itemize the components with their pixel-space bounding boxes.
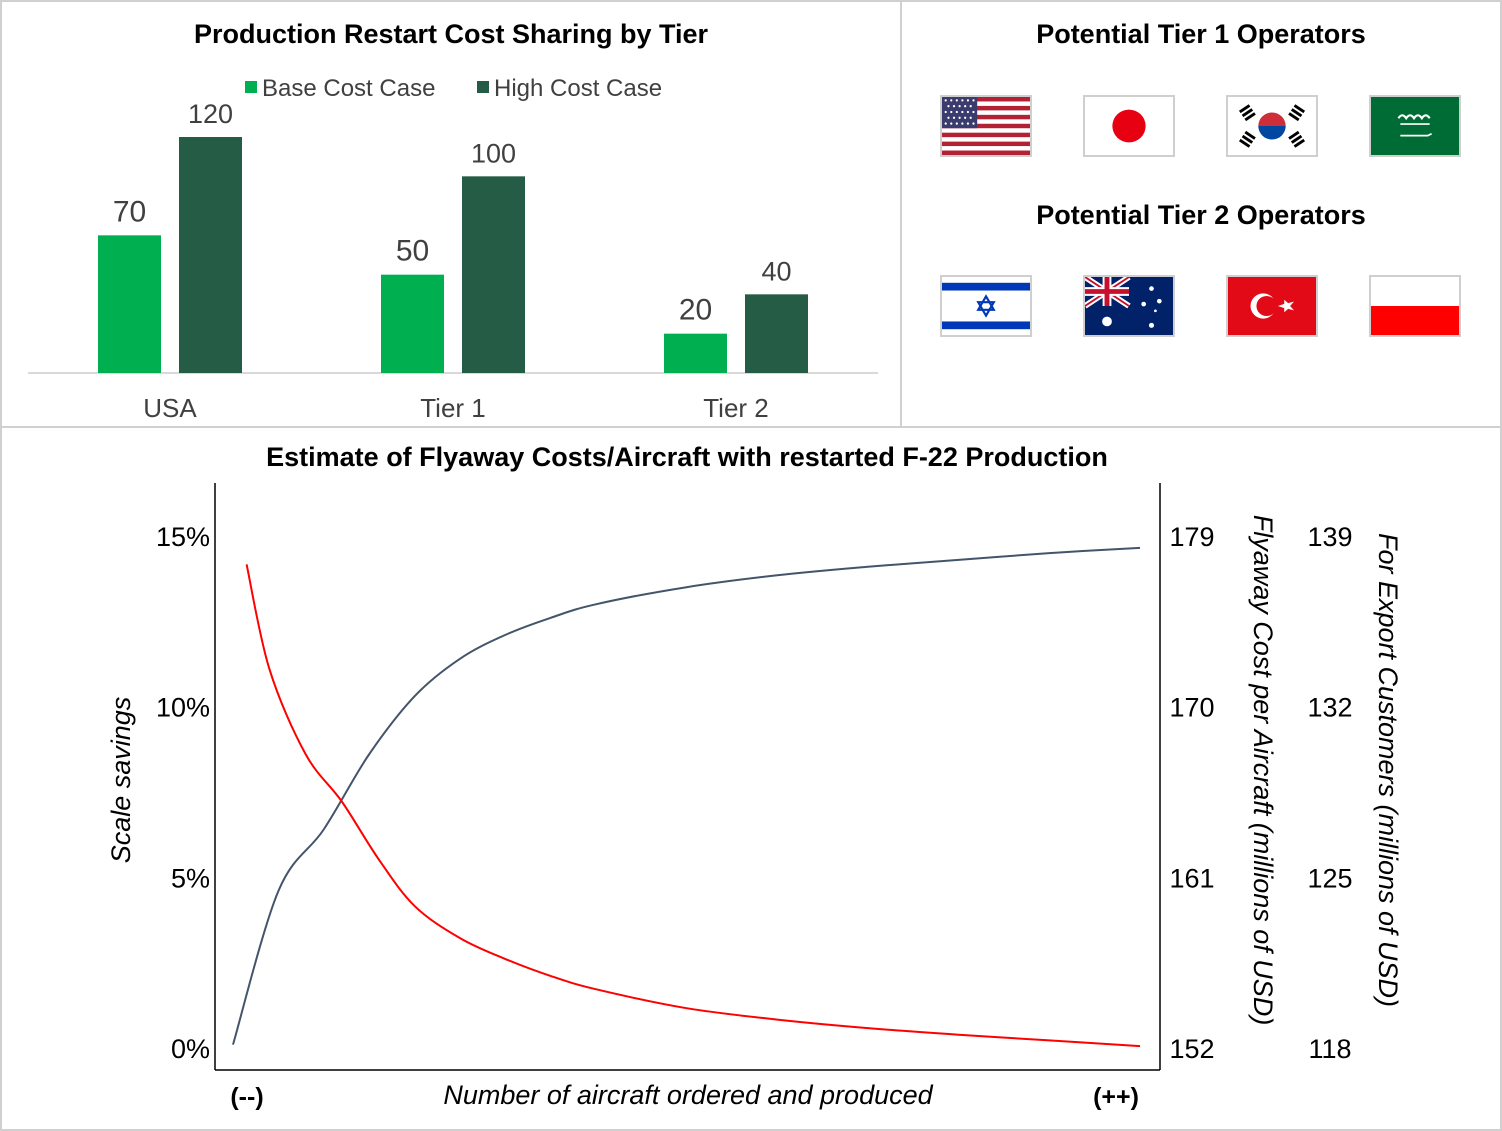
cost-sharing-panel: Production Restart Cost Sharing by Tier … (0, 0, 902, 428)
bar-tier-1-base (381, 274, 444, 373)
left-y-tick-label: 0% (171, 1034, 210, 1064)
second-right-y-tick-label: 132 (1307, 693, 1352, 723)
turkey-flag-icon (1226, 275, 1318, 337)
x-tick-high: (++) (1093, 1083, 1139, 1111)
legend-label-base: Base Cost Case (262, 75, 435, 102)
australia-flag-icon (1083, 275, 1175, 337)
second-right-y-tick-label: 125 (1307, 863, 1352, 893)
second-right-y-tick-label: 118 (1308, 1034, 1351, 1064)
x-tick-low: (--) (230, 1083, 263, 1111)
usa-flag-icon (940, 95, 1032, 157)
tier2-operators-title: Potential Tier 2 Operators (1036, 200, 1366, 230)
bar-tier-2-high (745, 294, 808, 373)
bar-value-label: 40 (761, 256, 791, 286)
bar-category-label: USA (143, 393, 197, 423)
scale-savings-line (232, 546, 1141, 1045)
left-y-tick-label: 10% (156, 693, 210, 723)
bar-tier-1-high (462, 176, 525, 373)
bar-usa-high (179, 137, 242, 373)
bar-usa-base (98, 235, 161, 373)
saudi-arabia-flag-icon (1369, 95, 1461, 157)
bar-value-label: 20 (679, 294, 712, 327)
left-y-axis-label: Scale savings (106, 697, 136, 864)
second-right-y-tick-label: 139 (1307, 522, 1352, 552)
second-right-y-axis-label: For Export Customers (millions of USD) (1373, 533, 1403, 1007)
left-y-tick-label: 15% (156, 522, 210, 552)
right-y-tick-label: 161 (1169, 863, 1214, 893)
bar-value-label: 120 (188, 99, 233, 129)
right-y-tick-label: 152 (1169, 1034, 1214, 1064)
south-korea-flag-icon (1226, 95, 1318, 157)
flyaway-cost-panel: Estimate of Flyaway Costs/Aircraft with … (0, 426, 1502, 1131)
bar-value-label: 70 (113, 195, 146, 228)
line-chart: (--) (++) Number of aircraft ordered and… (106, 483, 1403, 1111)
right-y-tick-label: 170 (1169, 693, 1214, 723)
bar-chart-title: Production Restart Cost Sharing by Tier (193, 19, 709, 49)
left-y-tick-label: 5% (171, 863, 210, 893)
legend-swatch-base (245, 81, 257, 93)
bar-category-label: Tier 1 (420, 393, 486, 423)
operators-panel: Potential Tier 1 Operators (900, 0, 1502, 428)
israel-flag-icon (940, 275, 1032, 337)
bar-chart: Base Cost Case High Cost Case 70 120 USA 50… (28, 75, 878, 423)
x-axis-label: Number of aircraft ordered and produced (443, 1080, 933, 1110)
bar-category-label: Tier 2 (703, 393, 769, 423)
right-y-axis-label: Flyaway Cost per Aircraft (millions of U… (1248, 515, 1278, 1026)
legend-swatch-high (477, 81, 489, 93)
poland-flag-icon (1369, 275, 1461, 337)
legend-label-high: High Cost Case (494, 75, 662, 102)
bar-legend: Base Cost Case High Cost Case (245, 75, 662, 102)
bar-tier-2-base (664, 333, 727, 373)
bar-value-label: 50 (396, 235, 429, 268)
right-y-tick-label: 179 (1169, 522, 1214, 552)
flyaway-cost-line (245, 564, 1141, 1048)
japan-flag-icon (1083, 95, 1175, 157)
tier1-operators-title: Potential Tier 1 Operators (1036, 19, 1366, 49)
bar-value-label: 100 (471, 138, 516, 168)
line-chart-title: Estimate of Flyaway Costs/Aircraft with … (266, 442, 1108, 472)
